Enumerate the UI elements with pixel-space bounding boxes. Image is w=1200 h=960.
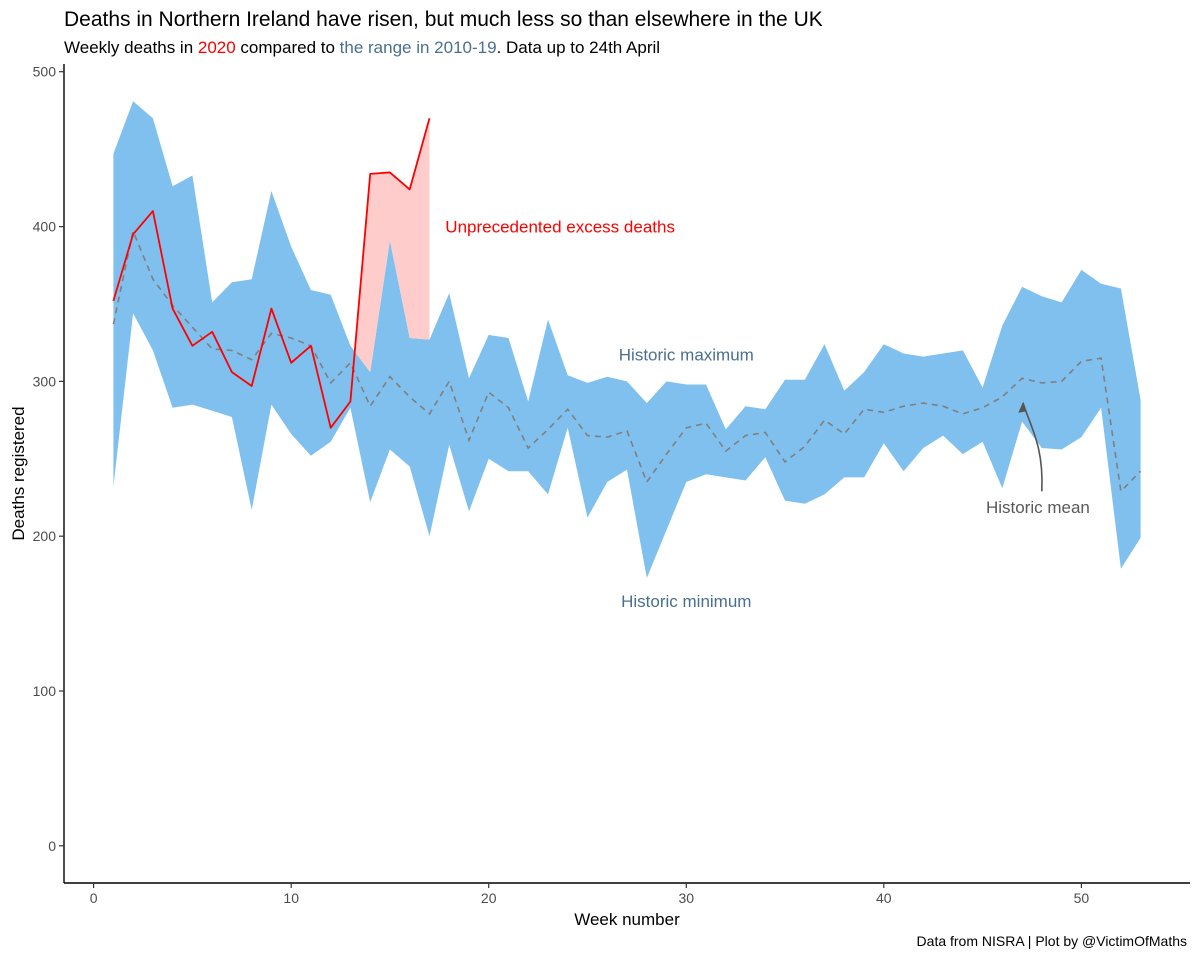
x-axis-title: Week number [574, 910, 680, 929]
excess-area [354, 118, 430, 373]
x-tick-label: 50 [1074, 890, 1090, 906]
subtitle-range-highlight: the range in 2010-19 [339, 38, 497, 57]
y-tick-label: 300 [33, 373, 57, 389]
historic-range-area [113, 101, 1141, 578]
chart-subtitle: Weekly deaths in 2020 compared to the ra… [64, 38, 660, 58]
historic-mean-arrow [1022, 402, 1043, 492]
historic-maximum-label: Historic maximum [619, 345, 754, 364]
y-axis-title: Deaths registered [9, 406, 28, 540]
historic-range-band [113, 101, 1141, 578]
annotations: Unprecedented excess deaths Historic maxi… [445, 218, 1090, 612]
historic-mean-arrowhead [1018, 401, 1026, 413]
subtitle-year-highlight: 2020 [197, 38, 236, 57]
x-tick-label: 30 [679, 890, 695, 906]
x-tick-label: 40 [876, 890, 892, 906]
chart-title: Deaths in Northern Ireland have risen, b… [64, 8, 823, 31]
y-tick-label: 0 [48, 838, 56, 854]
axes: 0 100 200 300 400 500 0 10 20 30 40 50 Week number De… [9, 64, 1190, 929]
x-tick-label: 10 [283, 890, 299, 906]
historic-minimum-label: Historic minimum [621, 592, 751, 611]
chart-caption: Data from NISRA | Plot by @VictimOfMaths [916, 933, 1187, 949]
x-tick-label: 20 [481, 890, 497, 906]
x-tick-label: 0 [90, 890, 98, 906]
subtitle-post: . Data up to 24th April [496, 38, 661, 57]
y-tick-label: 200 [33, 528, 57, 544]
historic-mean-label: Historic mean [986, 498, 1090, 517]
subtitle-pre: Weekly deaths in [64, 38, 198, 57]
excess-deaths-label: Unprecedented excess deaths [445, 218, 675, 237]
y-tick-label: 500 [33, 64, 57, 80]
y-tick-label: 400 [33, 219, 57, 235]
y-tick-label: 100 [33, 683, 57, 699]
excess-deaths-area [354, 118, 430, 373]
historic-mean-line [112, 228, 1142, 494]
subtitle-mid: compared to [235, 38, 340, 57]
deaths-2020-line [112, 117, 431, 429]
mean-line-path [112, 228, 1142, 494]
